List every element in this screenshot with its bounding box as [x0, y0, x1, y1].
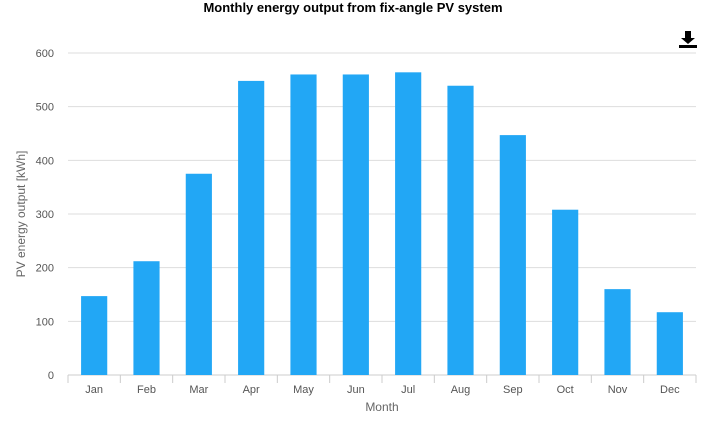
bar-nov[interactable] [604, 289, 631, 375]
y-tick-label: 400 [36, 155, 54, 167]
y-tick-label: 0 [48, 370, 54, 382]
x-tick-label: Jan [85, 384, 103, 396]
bar-jan[interactable] [81, 296, 108, 375]
bar-feb[interactable] [133, 261, 160, 375]
y-axis-label: PV energy output [kWh] [14, 151, 28, 278]
bar-sep[interactable] [499, 135, 526, 375]
y-tick-label: 300 [36, 209, 54, 221]
x-tick-label: Aug [451, 384, 471, 396]
y-tick-label: 500 [36, 102, 54, 114]
y-tick-labels: 0 100 200 300 400 500 600 [36, 48, 54, 382]
x-axis-label: Month [365, 400, 398, 414]
x-tick-label: Feb [137, 384, 156, 396]
bar-jul[interactable] [395, 72, 422, 375]
x-tick-label: May [293, 384, 314, 396]
bar-oct[interactable] [552, 209, 579, 375]
x-tick-labels: Jan Feb Mar Apr May Jun Jul Aug Sep Oct Nov Dec [85, 384, 680, 396]
x-tick-label: Jul [401, 384, 415, 396]
y-tick-label: 600 [36, 48, 54, 60]
x-tick-label: Sep [503, 384, 523, 396]
x-tick-label: Nov [608, 384, 628, 396]
download-button[interactable] [678, 30, 698, 48]
bar-dec[interactable] [656, 312, 683, 375]
x-tick-label: Apr [243, 384, 260, 396]
bars [81, 72, 683, 375]
y-tick-label: 100 [36, 316, 54, 328]
y-tick-label: 200 [36, 263, 54, 275]
chart-title: Monthly energy output from fix-angle PV … [203, 0, 502, 15]
x-tick-label: Dec [660, 384, 680, 396]
download-icon [679, 31, 697, 48]
grid-lines [67, 52, 697, 383]
bar-apr[interactable] [238, 80, 265, 375]
bar-may[interactable] [290, 74, 317, 375]
bar-jun[interactable] [342, 74, 369, 375]
x-tick-label: Oct [557, 384, 574, 396]
x-tick-label: Mar [189, 384, 208, 396]
bar-mar[interactable] [185, 173, 212, 375]
x-tick-label: Jun [347, 384, 365, 396]
bar-aug[interactable] [447, 85, 474, 375]
